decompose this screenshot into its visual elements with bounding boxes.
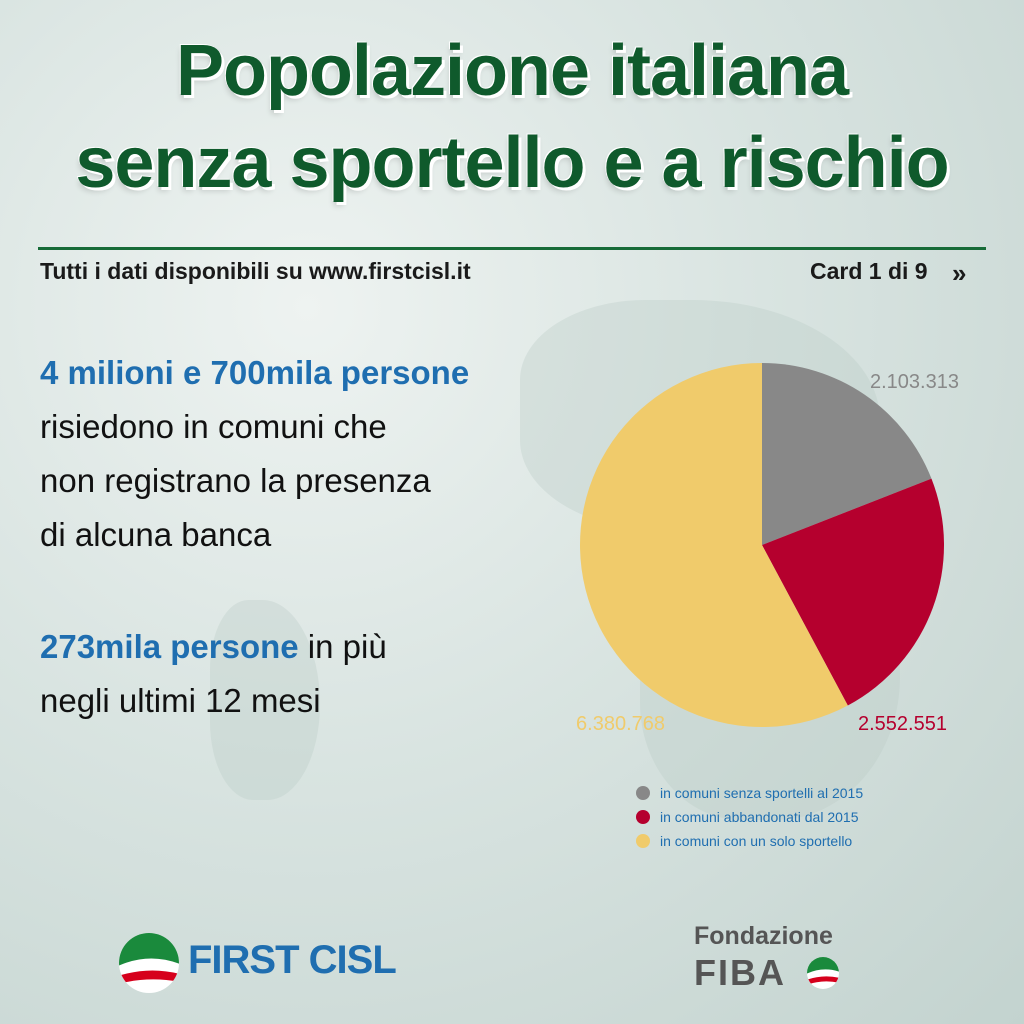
legend-label: in comuni con un solo sportello [660,833,853,849]
legend-item: in comuni con un solo sportello [636,830,863,852]
background-map-shape [520,300,880,530]
paragraph-line: di alcuna banca [40,516,272,553]
fondazione-label: Fondazione [694,922,833,950]
fiba-wordmark: FIBA [694,952,786,993]
paragraph-1: 4 milioni e 700mila persone risiedono in… [40,346,469,562]
paragraph-line: risiedono in comuni che [40,408,387,445]
legend-label: in comuni abbandonati dal 2015 [660,809,859,825]
background-map-shape [210,600,320,800]
background-map-shape [640,520,900,820]
first-cisl-logo-icon [119,933,179,993]
paragraph-line: negli ultimi 12 mesi [40,682,321,719]
legend-label: in comuni senza sportelli al 2015 [660,785,864,801]
next-chevron-icon[interactable]: » [952,258,967,288]
paragraph-line: non registrano la presenza [40,462,431,499]
fiba-logo-icon [807,957,839,989]
header-divider [38,247,986,250]
paragraph-text: in più [298,628,387,665]
legend-dot-icon [636,786,650,800]
highlight-text: 273mila persone [40,628,299,665]
legend-item: in comuni senza sportelli al 2015 [636,782,863,804]
page-title-line-1: Popolazione italiana [175,31,849,111]
first-cisl-wordmark: FIRST CISL [188,938,397,982]
legend-item: in comuni abbandonati dal 2015 [636,806,863,828]
legend-dot-icon [636,810,650,824]
legend-dot-icon [636,834,650,848]
card-counter: Card 1 di 9 [810,258,928,284]
page-title-line-2: senza sportello e a rischio [75,123,949,203]
paragraph-2: 273mila persone in più negli ultimi 12 m… [40,620,387,728]
chart-legend: in comuni senza sportelli al 2015 in comu… [636,782,863,854]
pie-data-label: 2.103.313 [870,371,959,393]
highlight-text: 4 milioni e 700mila persone [40,354,470,391]
source-note: Tutti i dati disponibili su www.firstcis… [40,258,471,284]
